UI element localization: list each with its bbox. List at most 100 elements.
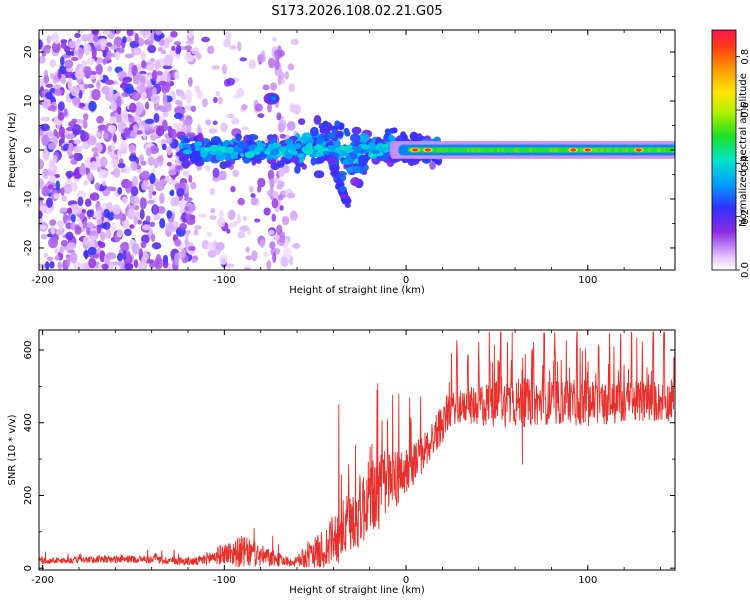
heatmap-cell — [182, 118, 193, 126]
heatmap-cell — [83, 179, 88, 186]
heatmap-cell — [186, 229, 191, 235]
heatmap-cell — [182, 149, 193, 155]
heatmap-cell — [257, 177, 266, 188]
heatmap-cell — [162, 110, 169, 118]
heatmap-cell — [116, 229, 123, 238]
heatmap-cell — [370, 149, 381, 155]
heatmap-cell — [151, 190, 157, 196]
heatmap-cell — [286, 192, 296, 199]
heatmap-cell — [87, 83, 95, 89]
heatmap-cell — [176, 165, 183, 171]
heatmap-cell — [183, 197, 193, 202]
heatmap-cell — [270, 162, 281, 170]
heatmap-cell — [88, 100, 97, 112]
spectrogram-xtick-label: -200 — [31, 275, 54, 286]
heatmap-cell — [208, 128, 218, 134]
heatmap-cell — [98, 263, 103, 269]
heatmap-cell — [350, 177, 361, 187]
heatmap-cell — [48, 237, 59, 249]
heatmap-cell — [49, 59, 57, 68]
heatmap-cell — [240, 224, 250, 232]
heatmap-cell — [46, 256, 54, 261]
heatmap-cell — [57, 70, 62, 79]
spectrogram-ytick-label: -10 — [23, 191, 34, 207]
heatmap-cell — [73, 152, 80, 161]
heatmap-cell — [173, 41, 182, 46]
heatmap-cell — [122, 147, 127, 154]
heatmap-cell — [160, 50, 167, 55]
heatmap-cell — [206, 231, 212, 238]
heatmap-cell — [123, 180, 134, 189]
heatmap-cell — [50, 225, 56, 235]
heatmap-cell — [159, 107, 168, 113]
heatmap-cell — [91, 147, 99, 153]
heatmap-cell — [132, 175, 139, 187]
heatmap-cell — [269, 82, 278, 91]
heatmap-cell — [39, 55, 46, 64]
heatmap-cell — [287, 63, 295, 71]
heatmap-cell — [195, 52, 202, 60]
heatmap-cell — [271, 197, 279, 209]
heatmap-cell — [140, 60, 147, 69]
heatmap-cell — [81, 208, 87, 214]
heatmap-cell — [218, 209, 224, 219]
heatmap-cell — [65, 133, 76, 140]
heatmap-cell — [209, 214, 217, 220]
snr-xtick-label: 100 — [578, 575, 597, 586]
snr-xlabel: Height of straight line (km) — [289, 585, 425, 596]
heatmap-cell — [304, 147, 314, 155]
heatmap-cell — [140, 241, 147, 249]
heatmap-cell — [322, 120, 329, 127]
heatmap-cell — [110, 112, 116, 118]
snr-xtick-label: 0 — [403, 575, 409, 586]
heatmap-cell — [154, 60, 161, 70]
heatmap-cell — [122, 36, 128, 44]
heatmap-cell — [149, 173, 156, 185]
heatmap-cell — [198, 213, 207, 218]
heatmap-cell — [181, 248, 186, 259]
heatmap-cell — [213, 96, 218, 104]
heatmap-cell — [110, 100, 118, 112]
heatmap-cell — [39, 205, 46, 213]
spectrogram-xtick-label: -100 — [213, 275, 236, 286]
heatmap-cell — [69, 208, 79, 215]
heatmap-cell — [283, 247, 292, 259]
heatmap-cell — [55, 180, 61, 192]
heatmap-cell — [189, 153, 201, 164]
heatmap-cell — [125, 250, 131, 261]
heatmap-cell — [270, 96, 276, 101]
heatmap-cell — [70, 212, 76, 223]
heatmap-cell — [245, 255, 253, 261]
heatmap-cell — [86, 33, 96, 44]
heatmap-cell — [226, 228, 231, 234]
heatmap-cell — [120, 241, 130, 252]
heatmap-cell — [232, 169, 240, 177]
heatmap-cell — [224, 146, 235, 154]
heatmap-cell — [207, 249, 217, 258]
heatmap-cell — [129, 195, 140, 206]
heatmap-cell — [45, 197, 53, 208]
heatmap-cell — [128, 144, 137, 154]
heatmap-cell — [151, 242, 162, 250]
heatmap-cell — [106, 42, 113, 47]
heatmap-cell — [40, 233, 48, 240]
heatmap-cell — [334, 120, 341, 127]
heatmap-cell — [170, 30, 178, 38]
heatmap-cell — [185, 40, 195, 45]
heatmap-cell — [165, 137, 173, 144]
heatmap-cell — [46, 35, 51, 44]
heatmap-cell — [271, 213, 276, 222]
heatmap-cell — [170, 189, 175, 197]
heatmap-cell — [290, 38, 299, 46]
heatmap-cell — [60, 73, 67, 85]
heatmap-cell — [212, 167, 220, 178]
heatmap-cell — [54, 255, 60, 261]
heatmap-cell — [118, 158, 124, 164]
heatmap-cell — [57, 101, 65, 111]
heatmap-cell — [59, 56, 65, 66]
heatmap-cell — [176, 151, 183, 157]
heatmap-cell — [82, 220, 88, 229]
heatmap-cell — [235, 133, 242, 141]
heatmap-cell — [68, 142, 74, 151]
